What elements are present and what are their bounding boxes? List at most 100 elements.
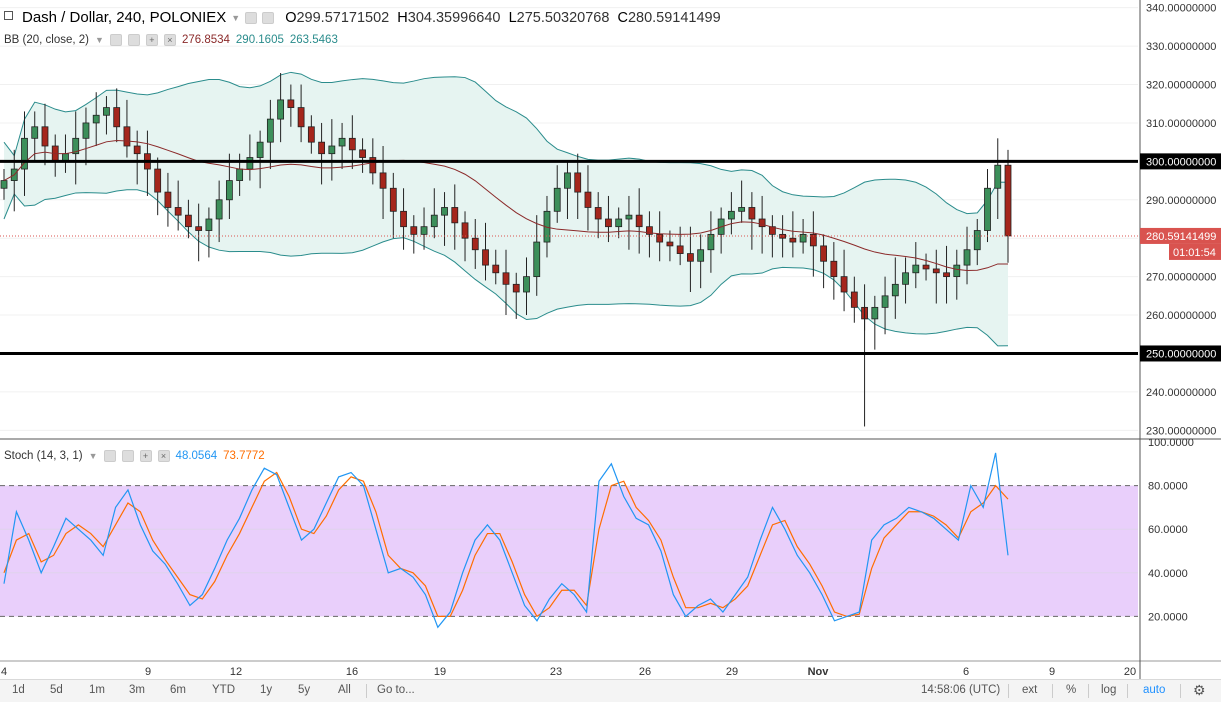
- stoch-tick-label: 100.0000: [1148, 437, 1194, 449]
- eye-icon[interactable]: [245, 11, 258, 24]
- price-tick-label: 240.00000000: [1146, 387, 1216, 399]
- divider: [1052, 684, 1053, 698]
- price-tag-label: 280.59141499: [1146, 231, 1216, 243]
- chevron-down-icon[interactable]: ▼: [95, 35, 104, 45]
- price-tick-label: 320.00000000: [1146, 80, 1216, 92]
- stoch-tick-label: 60.0000: [1148, 524, 1188, 536]
- bb-lower-value: 263.5463: [289, 34, 338, 46]
- candle-body: [92, 114, 100, 124]
- candle-body: [789, 237, 797, 243]
- price-tag: [1140, 227, 1221, 244]
- candle-body: [379, 172, 387, 189]
- candle-body: [164, 191, 172, 208]
- percent-toggle[interactable]: %: [1066, 684, 1077, 696]
- candle-body: [195, 226, 203, 231]
- candle-body: [994, 164, 1002, 189]
- candle-body: [441, 207, 448, 216]
- time-tick-label: 19: [434, 666, 446, 678]
- price-tick-label: 330.00000000: [1146, 41, 1216, 53]
- price-tick-label: 310.00000000: [1146, 118, 1216, 130]
- ext-toggle[interactable]: ext: [1022, 684, 1038, 696]
- candle-body: [594, 207, 602, 220]
- chevron-down-icon[interactable]: ▼: [231, 12, 241, 23]
- candle-body: [656, 233, 664, 243]
- symbol-title[interactable]: Dash / Dollar, 240, POLONIEX: [22, 9, 227, 26]
- candle-body: [113, 107, 121, 128]
- plus-icon[interactable]: +: [139, 450, 152, 462]
- candle-body: [215, 199, 223, 220]
- candle-body: [533, 241, 541, 278]
- price-tick-label: 230.00000000: [1146, 425, 1216, 437]
- time-tick-label: 20: [1124, 666, 1136, 678]
- time-tick-label: 9: [1049, 666, 1055, 678]
- candle-body: [359, 149, 366, 158]
- range-all[interactable]: All: [338, 684, 351, 696]
- range-6m[interactable]: 6m: [170, 684, 186, 696]
- bb-name[interactable]: BB (20, close, 2): [4, 34, 90, 46]
- range-3m[interactable]: 3m: [129, 684, 145, 696]
- candle-body: [809, 233, 817, 247]
- chevron-down-icon[interactable]: ▼: [88, 451, 98, 461]
- candle-body: [328, 145, 336, 155]
- stoch-tick-label: 80.0000: [1148, 481, 1188, 493]
- stoch-name[interactable]: Stoch (14, 3, 1): [4, 450, 83, 462]
- stoch-k-value: 48.0564: [175, 450, 218, 462]
- eye-icon[interactable]: [103, 450, 116, 462]
- gear-icon[interactable]: [262, 11, 275, 24]
- candle-body: [697, 249, 705, 262]
- gear-icon[interactable]: ⚙: [1193, 682, 1206, 698]
- candle-body: [779, 233, 787, 239]
- candle-body: [881, 295, 889, 308]
- candle-body: [185, 214, 192, 228]
- candle-body: [1004, 164, 1012, 237]
- range-5d[interactable]: 5d: [50, 684, 63, 696]
- candle-body: [676, 245, 684, 254]
- gear-icon[interactable]: [127, 34, 140, 46]
- utc-clock[interactable]: 14:58:06 (UTC): [921, 684, 1001, 696]
- candle-body: [72, 137, 80, 155]
- log-toggle[interactable]: log: [1101, 684, 1117, 696]
- range-1y[interactable]: 1y: [260, 684, 273, 696]
- candle-body: [21, 137, 28, 170]
- candle-body: [625, 214, 633, 220]
- gear-icon[interactable]: [121, 450, 134, 462]
- time-tick-label: 12: [230, 666, 242, 678]
- bb-upper-line: [3, 71, 1009, 215]
- eye-icon[interactable]: [109, 34, 122, 46]
- time-tick-label: 23: [550, 666, 562, 678]
- stoch-tick-label: 20.0000: [1148, 611, 1188, 623]
- candle-body: [615, 218, 623, 228]
- candle-body: [666, 241, 674, 247]
- candle-body: [266, 118, 274, 143]
- collapse-icon[interactable]: [4, 11, 13, 20]
- candle-body: [471, 237, 479, 251]
- range-ytd[interactable]: YTD: [212, 684, 235, 696]
- high-label: H: [397, 9, 408, 26]
- candle-body: [287, 99, 295, 108]
- close-icon[interactable]: ×: [163, 34, 176, 46]
- candle-body: [277, 99, 285, 120]
- stoch-d-value: 73.7772: [223, 450, 265, 462]
- candle-body: [748, 207, 756, 220]
- level-tag-label: 250.00000000: [1146, 348, 1216, 360]
- close-icon[interactable]: ×: [157, 450, 170, 462]
- range-1m[interactable]: 1m: [89, 684, 105, 696]
- candle-body: [307, 126, 315, 143]
- candle-body: [871, 306, 879, 320]
- range-5y[interactable]: 5y: [298, 684, 311, 696]
- auto-toggle[interactable]: auto: [1143, 684, 1166, 696]
- candle-body: [133, 145, 141, 155]
- low-value: 275.50320768: [516, 9, 610, 26]
- range-1d[interactable]: 1d: [12, 684, 25, 696]
- price-tick-label: 260.00000000: [1146, 310, 1216, 322]
- goto-button[interactable]: Go to...: [377, 684, 415, 696]
- candle-body: [492, 264, 500, 274]
- candle-body: [738, 207, 746, 212]
- close-value: 280.59141499: [627, 9, 721, 26]
- open-label: O: [285, 9, 297, 26]
- candle-body: [512, 283, 520, 293]
- candle-body: [840, 276, 848, 293]
- open-value: 299.57171502: [296, 9, 390, 26]
- plus-icon[interactable]: +: [145, 34, 158, 46]
